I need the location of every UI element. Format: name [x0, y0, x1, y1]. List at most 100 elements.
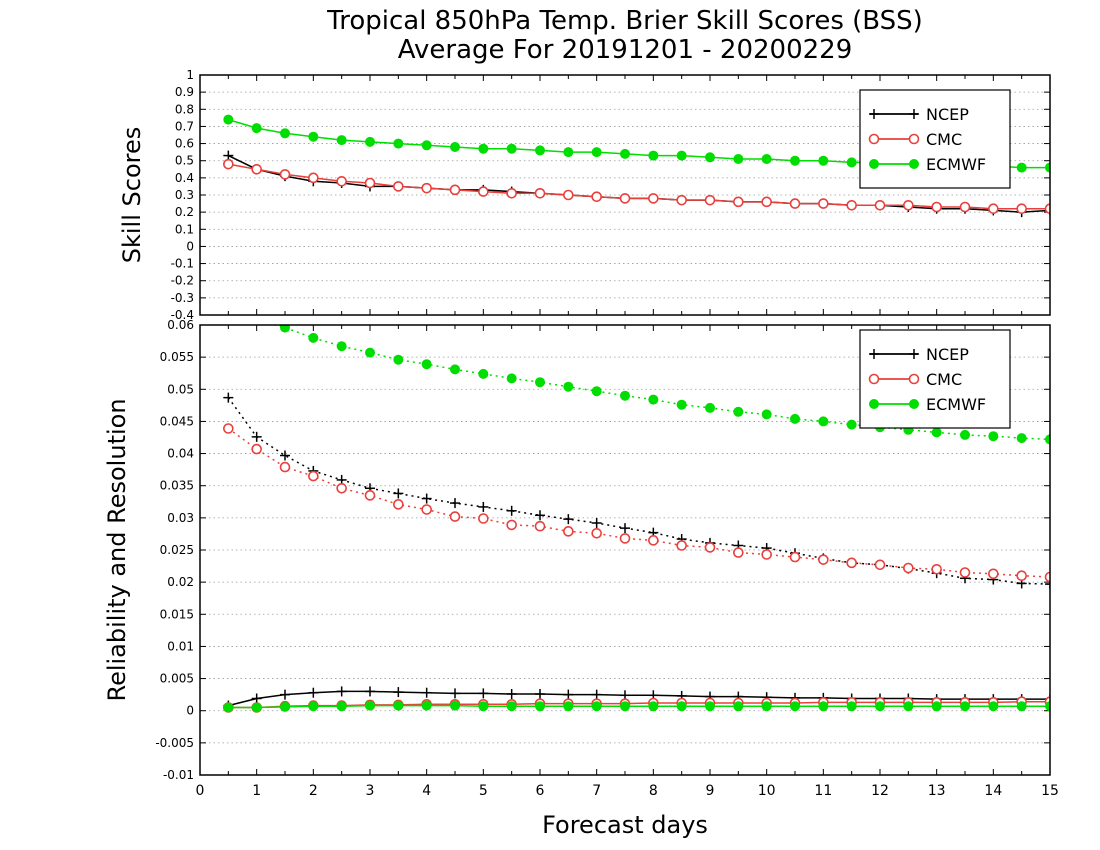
y-tick-label: 0.04 [167, 447, 194, 461]
data-point-ecmwf [336, 135, 347, 146]
data-point-ncep [280, 689, 290, 700]
data-point-cmc [931, 563, 942, 575]
y-tick-label: 0.2 [175, 205, 194, 219]
x-axis-label: Forecast days [542, 811, 708, 839]
data-point-ecmwf [818, 155, 829, 166]
data-point-cmc [308, 470, 319, 482]
data-point-cmc [279, 461, 291, 473]
data-point-cmc [1044, 203, 1050, 215]
y-tick-label: 0.4 [175, 171, 194, 185]
data-point-ncep [450, 498, 460, 509]
data-point-ecmwf [421, 700, 432, 711]
top-plot-frame [199, 74, 1051, 316]
data-point-ecmwf [846, 419, 857, 430]
data-point-cmc [648, 193, 659, 204]
data-point-ecmwf [620, 148, 630, 159]
data-point-cmc [563, 526, 574, 537]
data-point-ncep [251, 431, 262, 442]
data-point-cmc [251, 443, 262, 455]
y-tick-label: -0.1 [171, 257, 194, 271]
y-tick-label: 0.045 [160, 414, 194, 428]
data-point-ecmwf [591, 701, 602, 712]
y-tick-label: 0.7 [175, 119, 194, 133]
x-tick-label: 3 [366, 783, 375, 799]
data-point-ecmwf [931, 701, 942, 712]
data-point-ecmwf [761, 154, 772, 164]
data-point-ecmwf [563, 381, 574, 392]
top-y-axis-label: Skill Scores [118, 127, 146, 264]
data-point-ecmwf [308, 701, 319, 712]
data-point-cmc [1016, 570, 1027, 582]
legend-label-ncep: NCEP [926, 105, 969, 124]
data-point-ecmwf [620, 390, 630, 401]
y-tick-label: 0.06 [167, 318, 194, 332]
data-point-cmc [704, 194, 716, 206]
x-tick-label: 15 [1041, 783, 1059, 799]
data-point-ecmwf [705, 402, 715, 413]
data-point-ecmwf [818, 701, 829, 712]
data-point-ncep [535, 510, 545, 521]
data-point-ecmwf [506, 701, 517, 712]
y-tick-label: 0.015 [160, 607, 194, 621]
data-point-ecmwf [563, 147, 574, 158]
data-point-ecmwf [280, 701, 290, 712]
data-point-cmc [818, 198, 829, 209]
x-tick-label: 14 [984, 783, 1002, 799]
data-point-ncep [478, 501, 489, 512]
x-tick-label: 5 [479, 783, 488, 799]
data-point-ecmwf [988, 701, 999, 712]
data-point-ecmwf [676, 701, 687, 712]
data-point-cmc [308, 172, 319, 184]
skill-score-panel: -0.4 -0.3 -0.2 -0.1 0 0.1 0.2 0.3 0.4 0.5 0.6 0.7 0.… [118, 68, 1051, 322]
data-point-cmc [874, 199, 886, 211]
y-tick-label: -0.2 [171, 274, 194, 288]
data-point-ncep [251, 693, 262, 704]
bottom-y-axis-label: Reliability and Resolution [103, 398, 131, 701]
data-point-cmc [336, 175, 347, 187]
data-point-cmc [223, 158, 234, 170]
bottom-legend: NCEP CMC ECMWF [859, 329, 1011, 429]
data-point-ecmwf [733, 701, 744, 712]
data-point-ecmwf [393, 354, 404, 365]
data-point-cmc [931, 201, 942, 213]
data-point-cmc [449, 184, 461, 196]
data-point-ecmwf [875, 701, 885, 712]
x-tick-label: 12 [871, 783, 889, 799]
data-point-ecmwf [591, 386, 602, 397]
legend-label-ncep: NCEP [926, 345, 969, 364]
data-point-ecmwf [988, 431, 999, 442]
y-tick-label: 0.055 [160, 350, 194, 364]
data-point-cmc [251, 163, 262, 175]
data-point-cmc [478, 513, 489, 524]
data-point-ecmwf [450, 364, 460, 375]
y-tick-label: 0.02 [167, 575, 194, 589]
data-point-cmc [421, 504, 432, 515]
y-tick-label: 0 [186, 704, 194, 718]
data-point-ecmwf [223, 114, 234, 125]
data-point-ecmwf [1045, 162, 1050, 173]
data-point-ecmwf [676, 150, 687, 161]
data-point-ncep [308, 687, 319, 698]
y-tick-label: -0.005 [155, 736, 194, 750]
data-point-ecmwf [960, 701, 970, 712]
data-point-cmc [619, 193, 631, 204]
y-tick-label: -0.3 [171, 291, 194, 305]
chart-title: Tropical 850hPa Temp. Brier Skill Scores… [326, 6, 923, 36]
y-tick-label: 0.9 [175, 85, 194, 99]
data-point-cmc [846, 557, 857, 569]
legend-marker-ncep [909, 109, 919, 119]
data-point-cmc [506, 519, 517, 531]
data-point-ncep [223, 392, 234, 403]
data-point-ncep [506, 689, 517, 699]
data-point-ecmwf [506, 373, 517, 384]
x-tick-label: 6 [536, 783, 545, 799]
data-point-cmc [676, 194, 687, 206]
data-point-ecmwf [1045, 434, 1050, 445]
data-point-ecmwf [591, 147, 602, 158]
data-point-cmc [1016, 203, 1027, 215]
data-point-ecmwf [365, 136, 375, 147]
data-point-ncep [450, 688, 460, 699]
x-tick-label: 8 [649, 783, 658, 799]
data-point-cmc [364, 490, 376, 501]
data-point-ecmwf [478, 368, 489, 379]
